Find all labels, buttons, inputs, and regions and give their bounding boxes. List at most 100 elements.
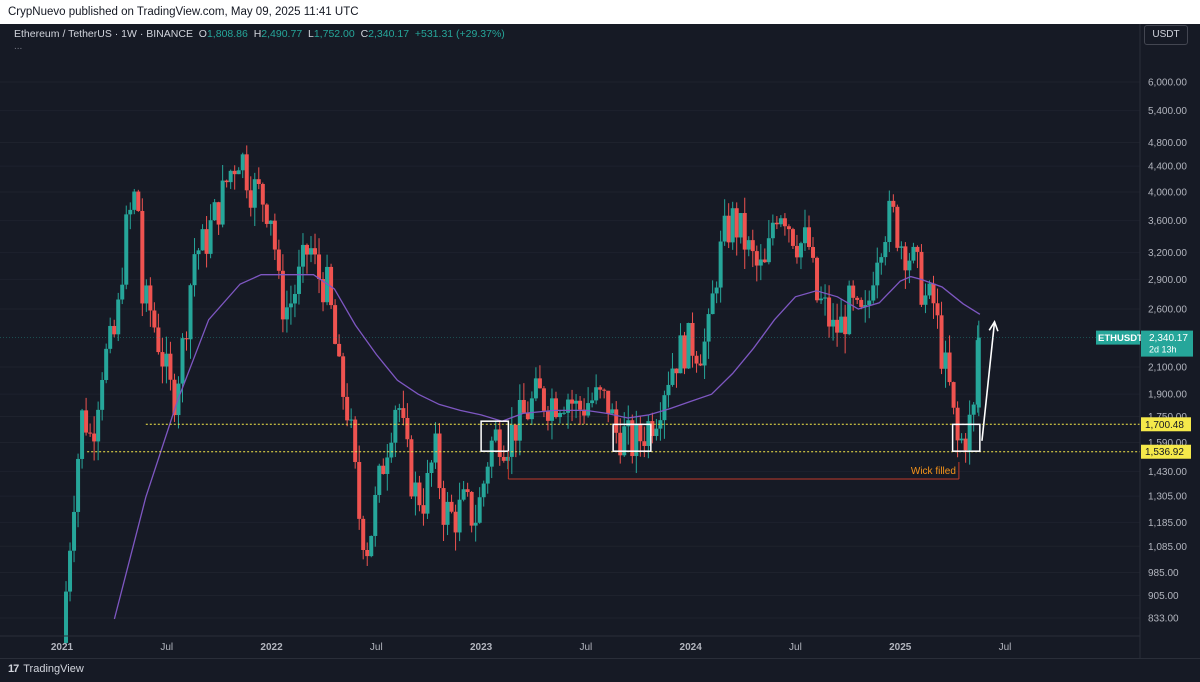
symbol-legend: Ethereum / TetherUS · 1W · BINANCE O1,80… — [14, 28, 505, 52]
candle-body — [64, 591, 69, 643]
candle-body — [690, 322, 695, 356]
candle-body — [782, 218, 787, 227]
candles — [64, 145, 981, 646]
candle-body — [566, 399, 571, 413]
candle-body — [473, 522, 478, 526]
candle-body — [509, 424, 514, 457]
candle-body — [365, 549, 370, 557]
candle-body — [915, 246, 920, 252]
candle-body — [204, 229, 209, 254]
candle-body — [108, 325, 113, 349]
x-tick-label: 2022 — [260, 642, 283, 653]
candle-body — [88, 432, 93, 434]
y-tick-label: 1,900.00 — [1148, 390, 1187, 401]
candle-body — [802, 227, 807, 244]
y-tick-label: 4,000.00 — [1148, 188, 1187, 199]
candle-body — [590, 400, 595, 404]
candle-body — [148, 285, 153, 311]
candle-body — [272, 220, 277, 250]
candle-body — [413, 482, 418, 497]
candle-body — [778, 218, 783, 225]
close-label: C — [360, 28, 369, 40]
candle-body — [92, 433, 97, 442]
candle-body — [827, 297, 832, 327]
symbol-tag-label: ETHUSDT — [1098, 333, 1143, 344]
candle-body — [939, 315, 944, 369]
candle-body — [260, 183, 265, 205]
candle-body — [68, 550, 73, 592]
candle-body — [401, 408, 406, 418]
candle-body — [847, 285, 852, 335]
candle-body — [923, 295, 928, 305]
y-tick-label: 6,000.00 — [1148, 77, 1187, 88]
candle-body — [477, 497, 482, 523]
candle-body — [256, 179, 261, 184]
candle-body — [268, 220, 273, 224]
candle-body — [304, 244, 309, 255]
low-label: L — [308, 28, 314, 40]
y-tick-label: 1,185.00 — [1148, 518, 1187, 529]
candle-body — [734, 208, 739, 238]
candle-body — [634, 423, 639, 457]
candle-body — [333, 305, 338, 344]
candle-body — [381, 465, 386, 474]
candle-body — [104, 348, 109, 380]
y-tick-label: 985.00 — [1148, 568, 1179, 579]
moving-average-line — [113, 274, 981, 620]
candle-body — [887, 200, 892, 243]
candle-body — [389, 442, 394, 458]
candle-body — [393, 409, 398, 443]
x-tick-label: 2025 — [889, 642, 912, 653]
candle-body — [702, 341, 707, 366]
candle-body — [722, 215, 727, 242]
candle-body — [786, 226, 791, 230]
currency-button[interactable]: USDT — [1144, 25, 1188, 45]
candle-body — [549, 398, 554, 421]
candle-body — [449, 501, 454, 512]
level-price-tag — [1141, 444, 1191, 459]
candle-body — [156, 327, 161, 353]
price-chart[interactable]: Wick filled 6,000.00 5,400.00 4,800.00 4,40… — [0, 24, 1200, 658]
candle-body — [264, 204, 269, 224]
candle-body — [485, 466, 490, 484]
y-tick-label: 1,590.00 — [1148, 438, 1187, 449]
candle-body — [308, 248, 313, 255]
candle-body — [441, 488, 446, 525]
candle-body — [562, 412, 567, 414]
candle-body — [513, 424, 518, 441]
candle-body — [971, 404, 976, 415]
candle-body — [409, 439, 414, 497]
wick-filled-label: Wick filled — [911, 466, 956, 477]
chart-area[interactable]: Wick filled 6,000.00 5,400.00 4,800.00 4,40… — [0, 24, 1200, 658]
candle-body — [112, 325, 117, 335]
x-tick-label: Jul — [789, 642, 802, 653]
publisher-text: CrypNuevo published on TradingView.com, … — [8, 6, 359, 18]
candle-body — [212, 202, 217, 221]
candle-body — [445, 501, 450, 525]
candle-body — [369, 535, 374, 557]
candle-body — [120, 284, 125, 300]
candle-body — [345, 396, 350, 421]
candle-body — [296, 266, 301, 294]
candle-body — [433, 433, 438, 463]
candle-body — [630, 420, 635, 457]
candle-body — [638, 423, 643, 442]
tradingview-brand[interactable]: 17 TradingView — [8, 663, 84, 675]
candle-body — [200, 229, 205, 251]
candle-body — [774, 222, 779, 225]
x-tick-label: Jul — [999, 642, 1012, 653]
candle-body — [622, 426, 627, 456]
candle-body — [758, 259, 763, 266]
level-price-label: 1,536.92 — [1145, 447, 1184, 458]
candle-body — [650, 421, 655, 437]
y-tick-label: 3,600.00 — [1148, 216, 1187, 227]
candle-body — [469, 491, 474, 526]
candle-body — [421, 505, 426, 514]
legend-more-button[interactable]: ... — [14, 41, 23, 52]
open-value: 1,808.86 — [206, 28, 248, 40]
candle-body — [642, 441, 647, 446]
symbol-name: Ethereum / TetherUS · 1W · BINANCE — [14, 28, 193, 40]
y-tick-label: 4,400.00 — [1148, 162, 1187, 173]
candle-body — [963, 438, 968, 451]
candle-body — [606, 390, 611, 414]
